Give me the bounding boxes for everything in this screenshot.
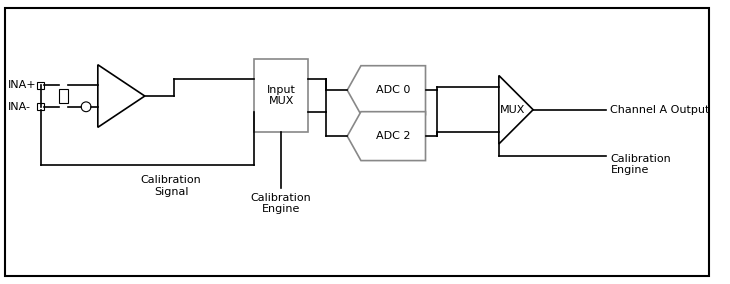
Polygon shape bbox=[499, 76, 533, 144]
Polygon shape bbox=[347, 112, 426, 160]
Text: ADC 2: ADC 2 bbox=[376, 131, 410, 141]
Polygon shape bbox=[347, 66, 426, 115]
Bar bbox=[58, 89, 69, 103]
Bar bbox=[254, 59, 308, 132]
Text: MUX: MUX bbox=[500, 105, 526, 115]
Text: Calibration
Engine: Calibration Engine bbox=[251, 193, 312, 214]
Text: Calibration
Signal: Calibration Signal bbox=[141, 175, 201, 197]
Text: Channel A Output: Channel A Output bbox=[610, 105, 710, 115]
Bar bbox=[37, 82, 44, 89]
Text: ADC 0: ADC 0 bbox=[376, 85, 410, 95]
Circle shape bbox=[81, 102, 91, 112]
Text: INA+: INA+ bbox=[8, 80, 37, 90]
Text: INA-: INA- bbox=[8, 102, 31, 112]
Text: Input
MUX: Input MUX bbox=[266, 85, 296, 106]
Polygon shape bbox=[98, 65, 145, 127]
Text: Calibration
Engine: Calibration Engine bbox=[610, 154, 671, 175]
Bar bbox=[37, 103, 44, 110]
